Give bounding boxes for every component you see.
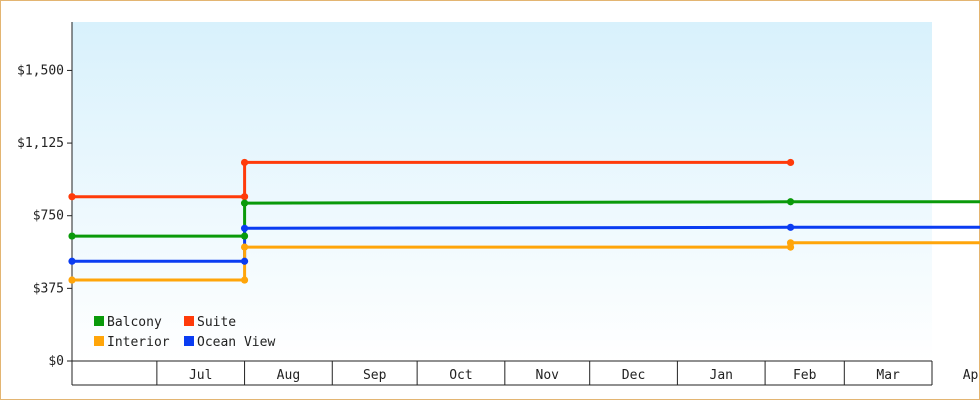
x-tick-label: Feb bbox=[793, 368, 817, 383]
data-point bbox=[240, 199, 249, 207]
data-point bbox=[786, 223, 795, 231]
data-point bbox=[786, 198, 795, 206]
data-point bbox=[786, 239, 795, 247]
x-tick-label: Nov bbox=[536, 368, 560, 383]
x-tick-label: Apr bbox=[963, 368, 980, 383]
legend-swatch bbox=[184, 336, 194, 346]
x-tick-label: Jul bbox=[189, 368, 212, 383]
data-point bbox=[240, 257, 249, 265]
data-point bbox=[68, 257, 76, 265]
data-point bbox=[240, 276, 249, 284]
y-tick-label: $0 bbox=[48, 354, 64, 369]
x-tick-label: Aug bbox=[277, 368, 300, 383]
legend-swatch bbox=[94, 316, 104, 326]
data-point bbox=[240, 158, 249, 167]
legend-label: Interior bbox=[107, 335, 170, 350]
x-tick-label: Sep bbox=[363, 368, 387, 383]
data-point bbox=[240, 243, 249, 251]
series-line-ocean-view bbox=[72, 225, 980, 263]
data-point bbox=[786, 158, 795, 167]
legend-swatch bbox=[184, 316, 194, 326]
data-point bbox=[240, 193, 249, 201]
legend-swatch bbox=[94, 336, 104, 346]
plot-background bbox=[72, 22, 932, 361]
y-tick-label: $1,125 bbox=[17, 136, 64, 151]
legend-label: Ocean View bbox=[197, 335, 275, 350]
legend-label: Suite bbox=[197, 315, 236, 330]
data-point bbox=[68, 232, 76, 240]
x-tick-label: Mar bbox=[876, 368, 900, 383]
x-tick-label: Jan bbox=[710, 368, 733, 383]
series-line-interior bbox=[72, 241, 980, 282]
y-tick-label: $375 bbox=[33, 281, 64, 296]
series-line-balcony bbox=[72, 200, 980, 238]
data-point bbox=[68, 193, 76, 201]
x-tick-label: Oct bbox=[449, 368, 472, 383]
y-tick-label: $1,500 bbox=[17, 63, 64, 78]
legend-label: Balcony bbox=[107, 315, 162, 330]
y-tick-label: $750 bbox=[33, 209, 64, 224]
series-line-suite bbox=[72, 160, 791, 199]
data-point bbox=[68, 276, 76, 284]
x-tick-label: Dec bbox=[622, 368, 645, 383]
data-point bbox=[240, 232, 249, 240]
data-point bbox=[240, 224, 249, 232]
